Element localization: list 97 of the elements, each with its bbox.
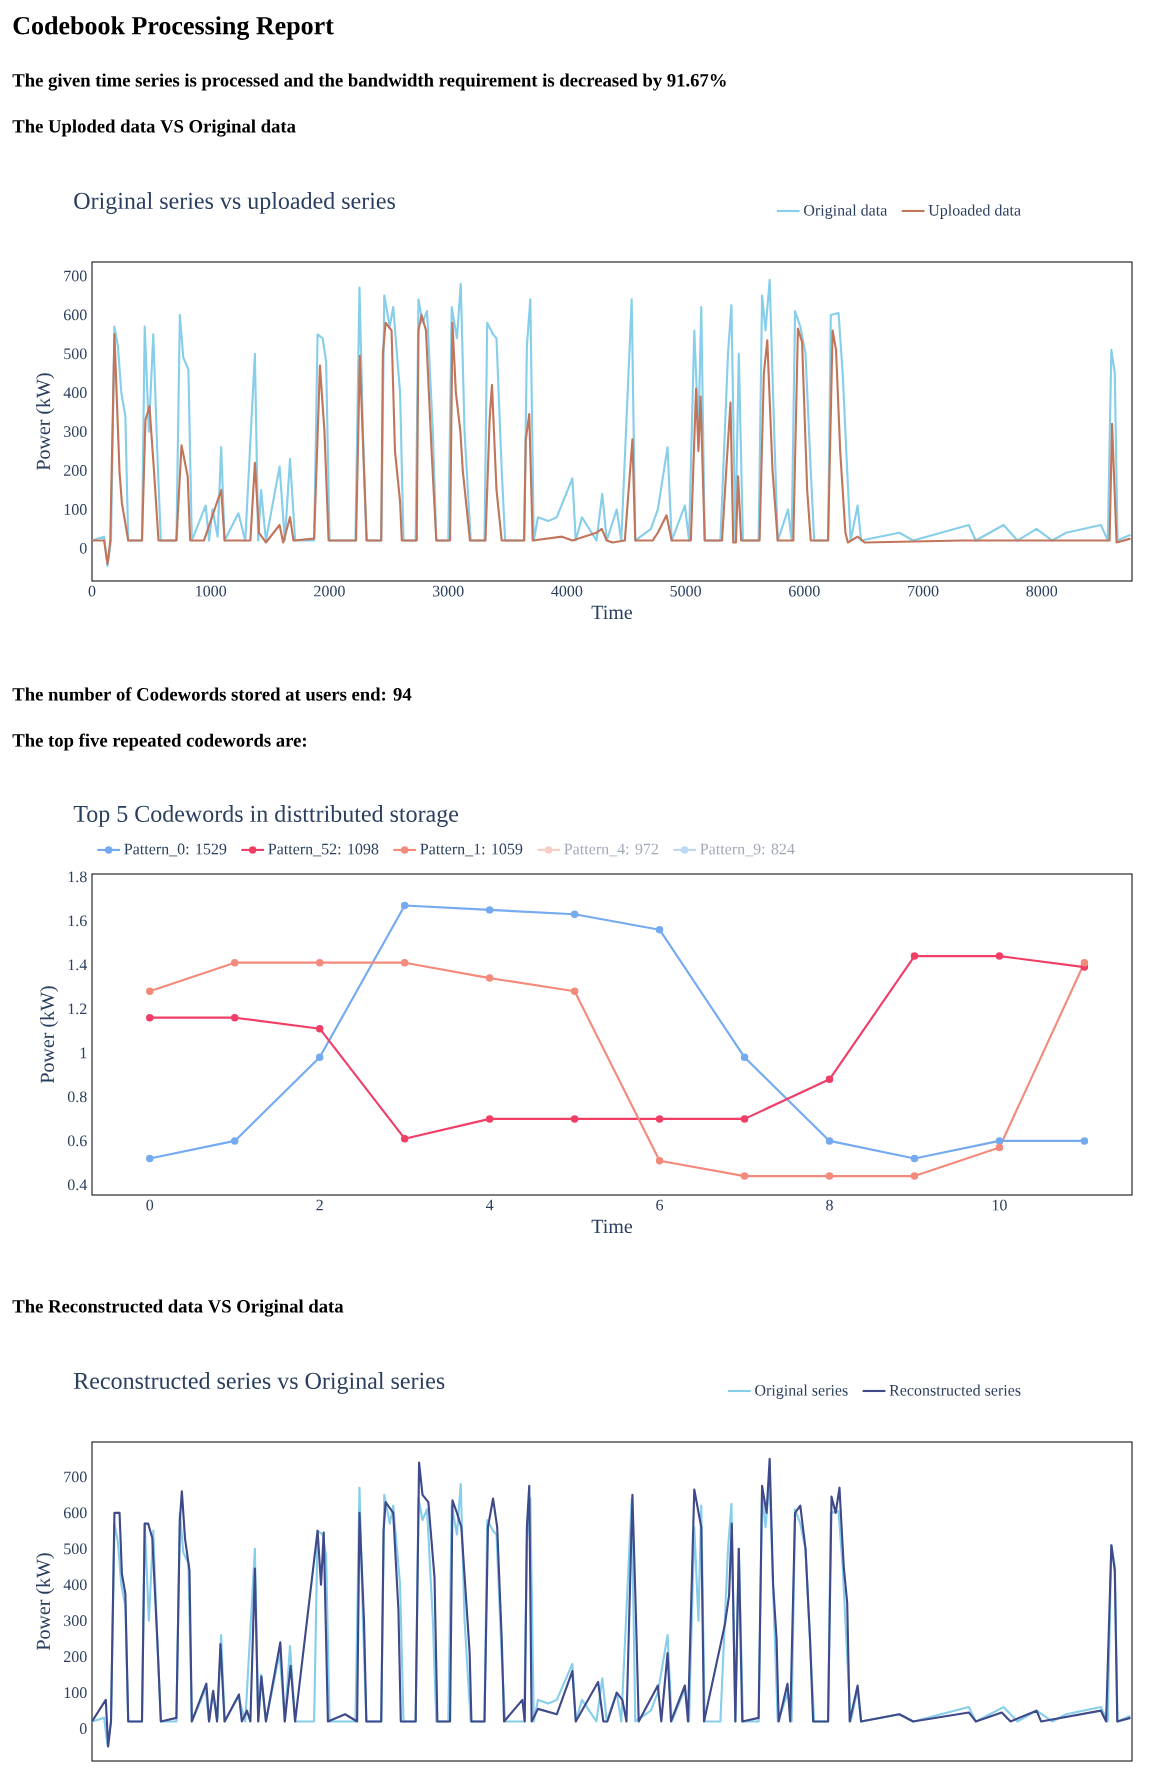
point <box>740 1053 749 1062</box>
y-tick-label: 300 <box>64 1615 87 1627</box>
point <box>910 1154 919 1163</box>
legend-label: Reconstructed series <box>889 1384 1021 1396</box>
point <box>995 1137 1004 1145</box>
point <box>400 901 409 910</box>
point <box>146 987 154 996</box>
point <box>146 1154 154 1163</box>
x-tick-label: 2000 <box>314 585 345 597</box>
x-tick-label: 8 <box>826 1199 833 1211</box>
y-tick-label: 700 <box>64 1471 87 1483</box>
x-tick-label: 10 <box>992 1199 1007 1211</box>
text: Codebook Processing Report <box>13 16 334 40</box>
y-tick-label: 300 <box>64 426 87 438</box>
point <box>995 1143 1004 1152</box>
point <box>315 1053 324 1062</box>
point <box>1080 958 1089 967</box>
point <box>910 952 919 960</box>
point <box>400 958 409 967</box>
x-tick-label: 0 <box>88 585 96 597</box>
x-tick-label: 1000 <box>196 585 227 597</box>
text: The number of Codewords stored at users end: 94 <box>12 687 412 701</box>
x-tick-label: 7000 <box>908 585 939 597</box>
y-tick-label: 500 <box>64 1543 87 1555</box>
y-tick-label: 0 <box>79 1723 87 1735</box>
point <box>570 910 579 919</box>
legend-label: Uploaded data <box>928 204 1021 219</box>
y-tick-label: 400 <box>63 387 87 399</box>
y-tick-label: 600 <box>63 309 87 321</box>
legend-label: Pattern_9: 824 <box>700 843 795 857</box>
y-tick-label: 100 <box>64 1687 87 1699</box>
text: The given time series is processed and the bandwidth requirement is decreased by 91.67% <box>12 73 726 91</box>
y-axis-title: Power (kW) <box>36 373 55 471</box>
text: The top five repeated codewords are: <box>12 733 306 751</box>
x-tick-label: 2 <box>316 1199 323 1211</box>
x-tick-label: 8000 <box>1026 585 1058 597</box>
x-tick-label: 5000 <box>670 585 701 597</box>
point <box>655 1156 664 1165</box>
x-tick-label: 6 <box>656 1199 664 1211</box>
point <box>485 1115 494 1123</box>
point <box>231 958 239 967</box>
x-tick-label: 6000 <box>789 585 820 597</box>
legend-label: Pattern_4: 972 <box>564 843 659 857</box>
text: The Reconstructed data VS Original data <box>12 1299 344 1317</box>
x-axis-title: Time <box>591 1219 633 1234</box>
point <box>995 952 1004 960</box>
y-tick-label: 1 <box>80 1047 87 1059</box>
x-tick-label: 4 <box>485 1199 494 1211</box>
point <box>825 1172 834 1180</box>
point <box>315 1024 324 1033</box>
y-tick-label: 400 <box>63 1579 87 1591</box>
x-tick-label: 3000 <box>432 585 464 597</box>
point <box>485 974 494 982</box>
y-tick-label: 700 <box>64 270 87 282</box>
point <box>910 1172 919 1180</box>
legend-label: Pattern_52: 1098 <box>268 843 379 857</box>
y-tick-label: 1.6 <box>68 915 87 927</box>
point <box>740 1115 749 1123</box>
point <box>485 906 494 914</box>
point <box>825 1137 834 1145</box>
point <box>655 1115 664 1123</box>
chart-title: Original series vs uploaded series <box>74 192 396 214</box>
x-tick-label: 4000 <box>551 585 583 597</box>
y-tick-label: 500 <box>64 348 87 360</box>
point <box>231 1137 239 1145</box>
point <box>570 987 579 996</box>
point <box>825 1075 834 1084</box>
point <box>231 1013 239 1022</box>
y-tick-label: 100 <box>64 504 87 515</box>
legend-label: Pattern_0: 1529 <box>124 843 227 857</box>
y-tick-label: 0.8 <box>67 1091 87 1103</box>
y-tick-label: 200 <box>64 465 87 476</box>
chart-title: Reconstructed series vs Original series <box>73 1372 445 1394</box>
point <box>1080 1137 1089 1145</box>
y-axis-title: Power (kW) <box>40 986 59 1084</box>
y-tick-label: 200 <box>64 1651 87 1663</box>
chart-title: Top 5 Codewords in disttributed storage <box>73 805 459 827</box>
y-tick-label: 1.2 <box>68 1003 87 1015</box>
y-tick-label: 0.6 <box>67 1135 87 1147</box>
y-tick-label: 600 <box>63 1507 87 1519</box>
y-tick-label: 0.4 <box>67 1179 88 1191</box>
point <box>655 925 664 934</box>
legend-label: Original series <box>755 1384 848 1399</box>
legend-label: Pattern_1: 1059 <box>420 843 523 857</box>
y-tick-label: 1.8 <box>68 871 87 883</box>
y-tick-label: 1.4 <box>68 959 88 971</box>
point <box>570 1115 579 1123</box>
y-axis-title: Power (kW) <box>36 1553 55 1651</box>
point <box>146 1013 154 1022</box>
y-tick-label: 0 <box>79 542 87 554</box>
x-tick-label: 0 <box>146 1199 154 1211</box>
point <box>400 1134 409 1143</box>
point <box>315 958 324 967</box>
text: The Uploded data VS Original data <box>12 119 296 137</box>
point <box>740 1172 749 1180</box>
legend-label: Original data <box>804 204 888 219</box>
x-axis-title: Time <box>591 605 633 620</box>
